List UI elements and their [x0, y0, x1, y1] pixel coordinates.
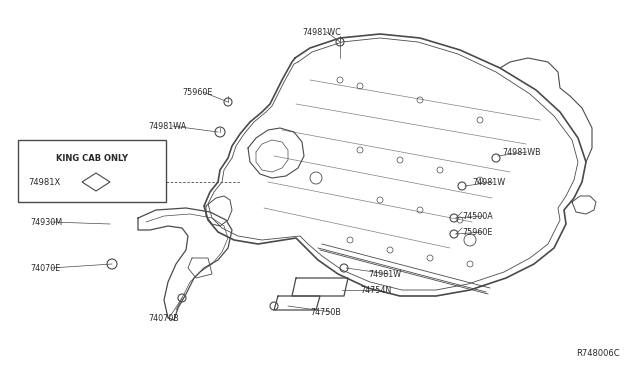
Text: 74070B: 74070B [148, 314, 179, 323]
Text: 74500A: 74500A [462, 212, 493, 221]
Text: 75960E: 75960E [182, 88, 212, 97]
Text: 74981WB: 74981WB [502, 148, 541, 157]
Text: KING CAB ONLY: KING CAB ONLY [56, 154, 128, 163]
Text: 74070E: 74070E [30, 264, 60, 273]
Text: 74981W: 74981W [368, 270, 401, 279]
Text: 74981WC: 74981WC [302, 28, 340, 37]
Text: 74981W: 74981W [472, 178, 505, 187]
Text: R748006C: R748006C [577, 349, 620, 358]
Text: 74981X: 74981X [28, 177, 60, 186]
Text: 74754N: 74754N [360, 286, 391, 295]
Text: 74981WA: 74981WA [148, 122, 186, 131]
Text: 75960E: 75960E [462, 228, 492, 237]
Text: 74750B: 74750B [310, 308, 341, 317]
Text: 74930M: 74930M [30, 218, 62, 227]
